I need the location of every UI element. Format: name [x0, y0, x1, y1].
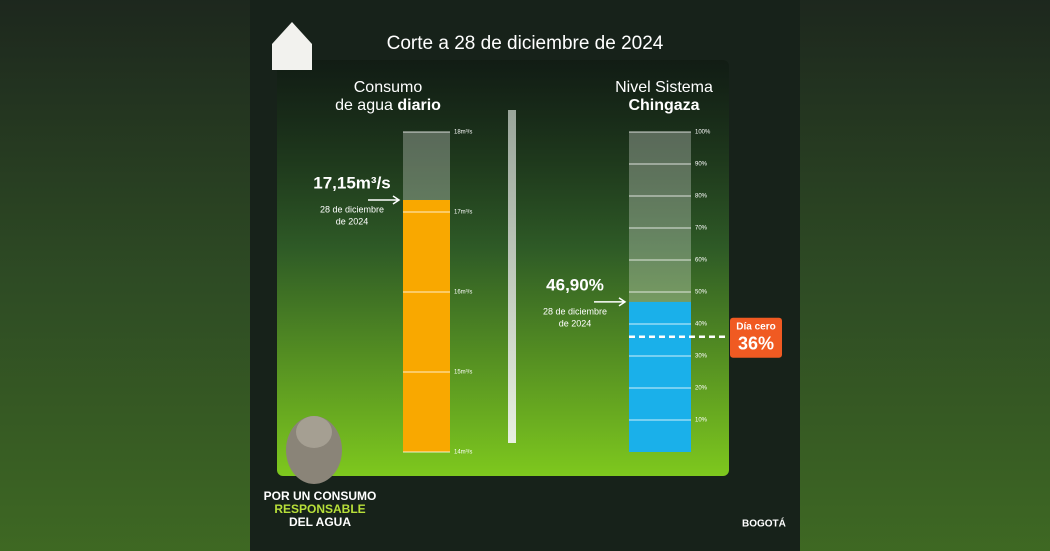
- y-tick-label: 16m³/s: [454, 290, 472, 296]
- y-tick-label: 10%: [695, 418, 708, 424]
- y-tick-label: 30%: [695, 354, 708, 360]
- y-tick-label: 50%: [695, 290, 708, 296]
- value-date: de 2024: [559, 318, 592, 328]
- y-tick-label: 100%: [695, 130, 711, 136]
- value-date: de 2024: [336, 216, 369, 226]
- footer-line: DEL AGUA: [289, 515, 351, 529]
- footer-line: POR UN CONSUMO: [264, 489, 377, 503]
- title: Corte a 28 de diciembre de 2024: [387, 33, 664, 54]
- threshold-badge: [730, 317, 782, 358]
- bar: [629, 301, 691, 452]
- chart-title-line: Nivel Sistema: [615, 79, 713, 96]
- bar: [403, 200, 450, 452]
- y-tick-label: 70%: [695, 226, 708, 232]
- value-label: 17,15m³/s: [313, 173, 391, 192]
- chart-title-bold: diario: [397, 97, 441, 114]
- divider: [508, 110, 516, 443]
- chart-title: Chingaza: [628, 97, 699, 114]
- y-tick-label: 18m³/s: [454, 130, 472, 136]
- mascot: [286, 416, 342, 484]
- chart-title: Nivel Sistema: [615, 79, 713, 96]
- y-tick-label: 20%: [695, 386, 708, 392]
- chart-title: Consumo: [354, 79, 423, 96]
- y-tick-label: 17m³/s: [454, 210, 472, 216]
- chart-title: de agua diario: [335, 97, 441, 114]
- threshold-label: Día cero: [736, 321, 775, 332]
- pointer-arrow: [594, 297, 627, 307]
- chart-title-line: Consumo: [354, 79, 423, 96]
- chart-title-bold: Chingaza: [628, 97, 699, 114]
- panel: [277, 60, 729, 476]
- threshold-value: 36%: [738, 334, 774, 354]
- y-tick-label: 40%: [695, 322, 708, 328]
- brand: BOGOTÁ: [742, 517, 786, 530]
- y-tick-label: 60%: [695, 258, 708, 264]
- pointer-arrow: [368, 195, 401, 205]
- y-tick-label: 14m³/s: [454, 450, 472, 456]
- chart-title-line: de agua: [335, 97, 393, 114]
- value-date: 28 de diciembre: [543, 306, 607, 316]
- y-tick-label: 15m³/s: [454, 370, 472, 376]
- value-label: 46,90%: [546, 275, 604, 294]
- value-date: 28 de diciembre: [320, 204, 384, 214]
- logo: [272, 22, 312, 70]
- y-tick-label: 90%: [695, 162, 708, 168]
- y-tick-label: 80%: [695, 194, 708, 200]
- footer-line: RESPONSABLE: [274, 502, 365, 516]
